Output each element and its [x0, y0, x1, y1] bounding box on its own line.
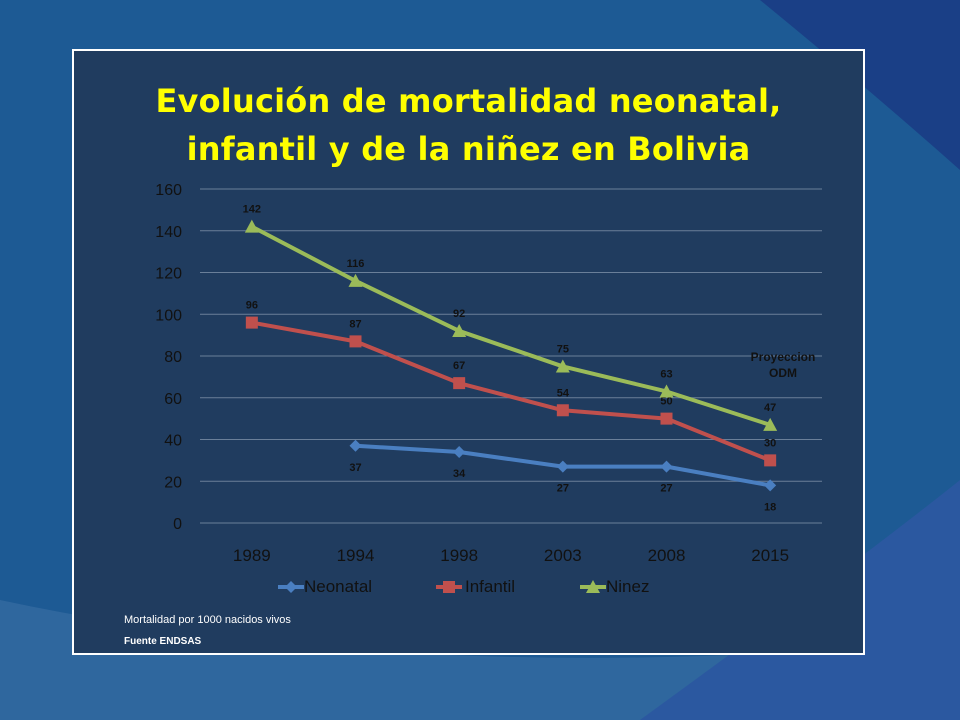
data-point-neonatal: [764, 479, 777, 492]
data-point-neonatal: [453, 446, 466, 459]
data-point-ninez: [659, 384, 674, 398]
chart-title-line-2: infantil y de la niñez en Bolivia: [186, 130, 751, 168]
data-point-infantil: [556, 404, 569, 417]
y-tick-label: 20: [164, 474, 182, 491]
data-label-ninez: 63: [660, 368, 672, 380]
data-label-infantil: 30: [764, 437, 776, 449]
x-tick-label: 2003: [544, 546, 582, 565]
projection-annotation: Proyeccion ODM: [750, 350, 816, 380]
data-point-infantil: [349, 335, 362, 348]
y-tick-label: 60: [164, 391, 182, 408]
data-label-ninez: 116: [347, 258, 365, 270]
data-label-neonatal: 34: [453, 468, 466, 480]
x-tick-label: 1989: [233, 546, 271, 565]
y-tick-label: 100: [155, 307, 182, 324]
legend-marker-ninez: [586, 580, 600, 593]
x-tick-label: 1998: [440, 546, 478, 565]
chart-title-line-1: Evolución de mortalidad neonatal,: [155, 82, 782, 120]
legend-marker-infantil: [443, 581, 455, 593]
y-tick-label: 140: [155, 224, 182, 241]
data-label-neonatal: 27: [557, 483, 569, 495]
data-point-infantil: [453, 377, 466, 390]
data-point-infantil: [245, 316, 258, 329]
unit-note: Mortalidad por 1000 nacidos vivos: [124, 614, 291, 626]
data-label-infantil: 54: [557, 387, 570, 399]
data-point-ninez: [348, 273, 363, 287]
legend-label-infantil: Infantil: [465, 577, 516, 596]
source-note: Fuente ENDSAS: [124, 636, 202, 647]
data-point-neonatal: [660, 460, 673, 473]
y-tick-label: 80: [164, 349, 182, 366]
data-label-infantil: 67: [453, 360, 465, 372]
y-tick-label: 160: [155, 182, 182, 199]
data-label-infantil: 87: [349, 318, 361, 330]
data-label-neonatal: 18: [764, 501, 776, 513]
y-tick-label: 0: [173, 516, 182, 533]
data-point-infantil: [764, 454, 777, 467]
data-label-infantil: 50: [660, 396, 672, 408]
data-point-ninez: [763, 417, 778, 431]
data-point-ninez: [452, 323, 467, 337]
legend-label-ninez: Ninez: [606, 577, 650, 596]
x-tick-label: 2008: [648, 546, 686, 565]
data-label-infantil: 96: [246, 300, 258, 312]
series-line-infantil: [251, 320, 771, 463]
data-point-ninez: [244, 219, 259, 233]
data-point-neonatal: [349, 439, 362, 452]
data-point-ninez: [555, 359, 570, 373]
data-point-infantil: [660, 412, 673, 425]
data-label-ninez: 142: [243, 204, 261, 216]
legend-label-neonatal: Neonatal: [304, 577, 373, 596]
legend-marker-neonatal: [285, 581, 297, 593]
x-tick-label: 1994: [337, 546, 375, 565]
data-point-neonatal: [556, 460, 569, 473]
data-label-ninez: 47: [764, 402, 776, 414]
data-label-ninez: 75: [557, 343, 569, 355]
x-tick-label: 2015: [751, 546, 789, 565]
data-label-neonatal: 27: [660, 483, 672, 495]
y-tick-label: 120: [155, 266, 182, 283]
data-label-neonatal: 37: [349, 462, 361, 474]
data-label-ninez: 92: [453, 308, 465, 320]
series-line-ninez: [250, 224, 771, 427]
chart-panel: [72, 49, 865, 655]
y-tick-label: 40: [164, 433, 182, 450]
